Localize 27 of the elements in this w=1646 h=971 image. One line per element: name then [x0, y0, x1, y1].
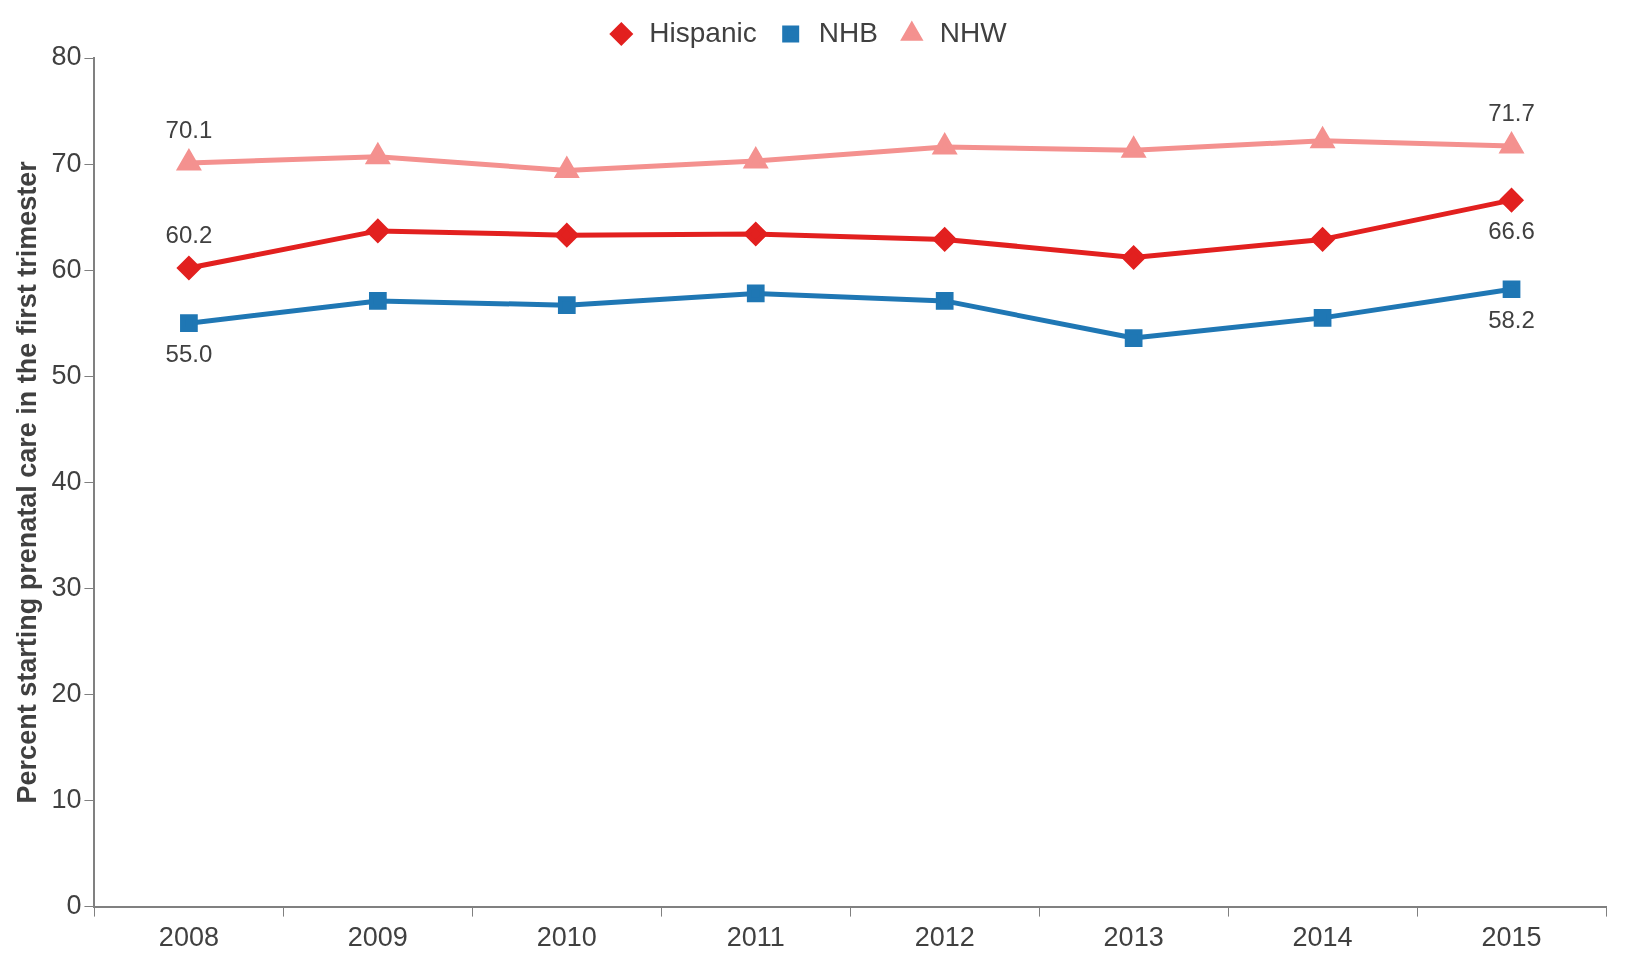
- x-tick-label: 2013: [1103, 922, 1164, 953]
- data-label: 60.2: [165, 220, 213, 248]
- legend-label: NHB: [818, 16, 878, 48]
- y-tick-label: 60: [51, 253, 82, 284]
- y-tick-label: 30: [51, 571, 82, 602]
- data-label: 55.0: [165, 339, 213, 367]
- y-tick-label: 50: [51, 359, 82, 390]
- data-label: 71.7: [1488, 98, 1535, 126]
- x-tick-label: 2008: [158, 922, 219, 953]
- y-tick-label: 0: [66, 890, 82, 921]
- data-label: 58.2: [1488, 305, 1535, 333]
- y-tick-label: 40: [51, 465, 82, 496]
- y-axis-title: Percent starting prenatal care in the first trimester: [11, 160, 42, 804]
- y-tick-label: 70: [51, 147, 82, 178]
- legend-label: NHW: [939, 16, 1008, 48]
- y-tick-label: 10: [51, 783, 82, 814]
- x-tick-label: 2012: [914, 922, 975, 953]
- x-tick-label: 2015: [1481, 922, 1542, 953]
- y-tick-label: 20: [51, 677, 82, 708]
- x-tick-label: 2010: [536, 922, 597, 953]
- x-tick-label: 2009: [347, 922, 408, 953]
- legend-label: Hispanic: [649, 16, 757, 48]
- data-label: 66.6: [1488, 216, 1535, 244]
- y-tick-label: 80: [51, 41, 82, 72]
- x-tick-label: 2014: [1292, 922, 1353, 953]
- data-label: 70.1: [165, 115, 213, 143]
- x-tick-label: 2011: [726, 922, 785, 953]
